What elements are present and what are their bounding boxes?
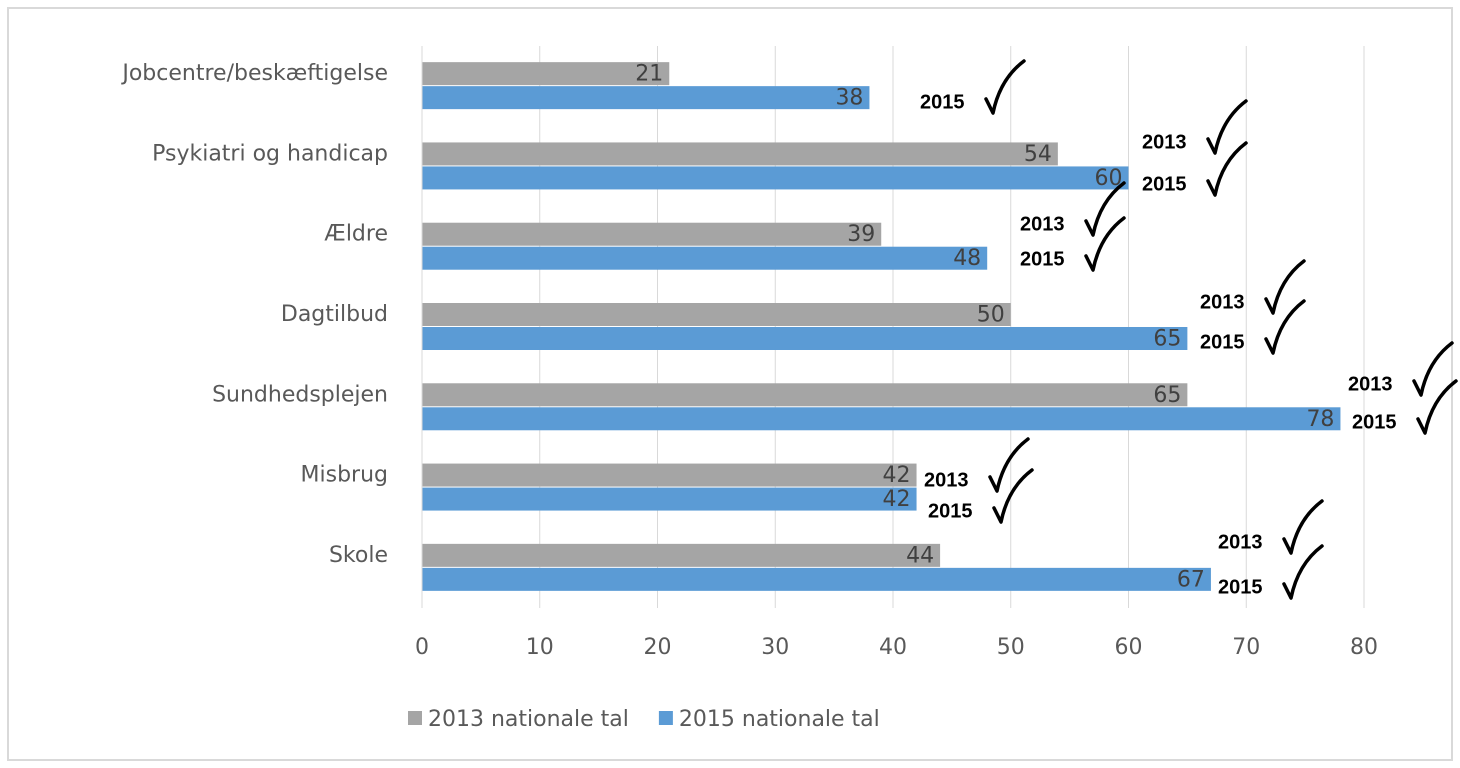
legend-swatch: [408, 711, 422, 725]
annotation: 2013: [1200, 291, 1245, 313]
checkmark: [1206, 141, 1248, 197]
bar: [422, 487, 917, 511]
x-tick-label: 0: [415, 635, 429, 660]
checkmark: [1264, 259, 1306, 315]
bar: [422, 86, 870, 110]
annotation: 2015: [1142, 173, 1187, 195]
bar: [422, 222, 882, 246]
checkmark: [1264, 299, 1306, 355]
x-tick-label: 30: [761, 635, 789, 660]
y-tick-label: Skole: [329, 543, 388, 568]
value-label: 78: [1306, 407, 1334, 432]
y-tick-label: Misbrug: [301, 463, 388, 488]
y-tick-label: Psykiatri og handicap: [152, 141, 388, 166]
value-label: 50: [977, 303, 1005, 328]
checkmark: [992, 468, 1034, 524]
checkmark: [984, 59, 1026, 115]
checkmark: [1416, 379, 1458, 435]
bar: [422, 383, 1188, 407]
annotation: 2013: [1218, 531, 1263, 553]
bar: [422, 246, 988, 270]
annotation: 2013: [924, 469, 969, 491]
checkmark: [1282, 544, 1324, 600]
y-tick-label: Dagtilbud: [281, 302, 388, 327]
y-tick-label: Ældre: [324, 222, 388, 247]
checkmark: [1282, 499, 1324, 555]
legend-label: 2013 nationale tal: [428, 707, 629, 732]
value-label: 42: [883, 487, 911, 512]
checkmark: [1412, 341, 1454, 397]
x-tick-label: 50: [997, 635, 1025, 660]
checkmark: [1206, 99, 1248, 155]
value-label: 44: [906, 543, 934, 568]
y-tick-label: Sundhedsplejen: [212, 382, 388, 407]
annotation: 2015: [928, 500, 973, 522]
bar: [422, 567, 1211, 591]
value-label: 39: [847, 222, 875, 247]
annotation: 2015: [1200, 331, 1245, 353]
annotation: 2015: [1352, 411, 1397, 433]
legend-swatch: [658, 711, 673, 725]
y-tick-label: Jobcentre/beskæftigelse: [120, 61, 388, 86]
x-tick-label: 70: [1232, 635, 1260, 660]
annotation: 2015: [1218, 576, 1263, 598]
annotation: 2015: [920, 91, 965, 113]
value-label: 38: [835, 86, 863, 111]
value-label: 21: [635, 62, 663, 87]
checkmark: [1084, 181, 1126, 237]
value-label: 67: [1177, 567, 1205, 592]
checkmark: [1084, 216, 1126, 272]
annotation: 2015: [1020, 248, 1065, 270]
bar: [422, 142, 1058, 166]
bar: [422, 62, 670, 86]
x-tick-label: 20: [644, 635, 672, 660]
value-label: 65: [1153, 383, 1181, 408]
x-tick-label: 80: [1350, 635, 1378, 660]
value-label: 65: [1153, 327, 1181, 352]
bar: [422, 543, 941, 567]
bar: [422, 166, 1129, 190]
annotation: 2013: [1348, 373, 1393, 395]
x-tick-label: 10: [526, 635, 554, 660]
annotation: 2013: [1020, 213, 1065, 235]
value-label: 48: [953, 246, 981, 271]
value-label: 42: [883, 463, 911, 488]
bar: [422, 327, 1188, 350]
value-label: 54: [1024, 142, 1052, 167]
legend-label: 2015 nationale tal: [679, 707, 880, 732]
bar: [422, 303, 1011, 326]
checkmark: [988, 437, 1030, 493]
annotation: 2013: [1142, 131, 1187, 153]
bar: [422, 407, 1341, 431]
x-tick-label: 60: [1115, 635, 1143, 660]
x-tick-label: 40: [879, 635, 907, 660]
bar: [422, 463, 917, 487]
